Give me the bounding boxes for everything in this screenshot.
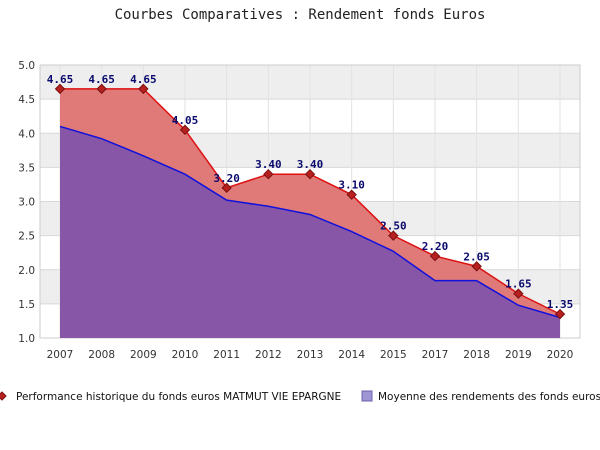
data-label: 3.40: [255, 158, 282, 171]
x-tick-label: 2012: [255, 349, 282, 361]
x-tick-label: 2009: [130, 349, 157, 361]
data-point: [221, 182, 232, 194]
legend-label-moyenne: Moyenne des rendements des fonds euros: [378, 391, 600, 403]
y-tick-label: 1.0: [18, 333, 35, 345]
data-point: [138, 83, 149, 95]
x-tick-label: 2019: [505, 349, 532, 361]
x-tick-label: 2014: [338, 349, 365, 361]
x-tick-label: 2017: [422, 349, 449, 361]
data-label: 2.50: [380, 220, 407, 233]
data-label: 3.20: [213, 172, 240, 185]
data-point: [388, 230, 399, 241]
plot-area: 4.65 4.65 4.65 4.05 3.20 3.40 3.40 3.10 2.50 2.20…: [18, 60, 581, 361]
y-tick-label: 4.5: [18, 94, 35, 106]
y-tick-label: 3.0: [18, 197, 35, 209]
data-point: [513, 288, 524, 299]
y-tick-label: 5.0: [18, 60, 35, 72]
series-line-moyenne: [59, 125, 561, 319]
x-tick-label: 2011: [213, 349, 240, 361]
series-area-moyenne: [60, 126, 560, 338]
y-tick-label: 2.5: [18, 231, 35, 243]
data-label: 4.65: [47, 73, 74, 86]
data-label: 4.65: [88, 73, 115, 86]
data-point: [179, 124, 191, 136]
x-tick-label: 2007: [47, 349, 74, 361]
x-tick-label: 2010: [172, 349, 199, 361]
legend-marker-matmut: [0, 391, 7, 401]
data-point: [554, 308, 566, 320]
data-label: 4.65: [130, 73, 157, 86]
data-point: [429, 250, 441, 262]
legend: Performance historique du fonds euros MA…: [0, 390, 600, 403]
data-label: 1.65: [505, 278, 532, 291]
data-label: 4.05: [172, 114, 199, 127]
y-tick-label: 3.5: [18, 162, 35, 174]
legend-label-matmut: Performance historique du fonds euros MA…: [16, 391, 341, 403]
data-point: [263, 168, 274, 180]
data-point: [471, 261, 482, 272]
x-tick-label: 2013: [297, 349, 324, 361]
data-point: [54, 83, 66, 95]
data-point: [346, 189, 357, 200]
x-tick-label: 2015: [380, 349, 407, 361]
data-label: 2.05: [463, 250, 490, 263]
y-tick-label: 2.0: [18, 265, 35, 277]
data-label: 3.40: [297, 158, 324, 171]
data-label: 2.20: [422, 240, 449, 253]
chart-title: Courbes Comparatives : Rendement fonds E…: [115, 7, 486, 23]
legend-marker-moyenne: [361, 390, 373, 402]
data-point: [304, 168, 316, 180]
x-tick-label: 2020: [547, 349, 574, 361]
y-tick-label: 4.0: [18, 128, 35, 140]
data-point: [96, 83, 107, 95]
y-tick-label: 1.5: [18, 299, 35, 311]
data-label: 3.10: [338, 179, 365, 192]
x-tick-label: 2018: [463, 349, 490, 361]
x-tick-label: 2008: [88, 349, 115, 361]
data-label: 1.35: [547, 298, 574, 311]
